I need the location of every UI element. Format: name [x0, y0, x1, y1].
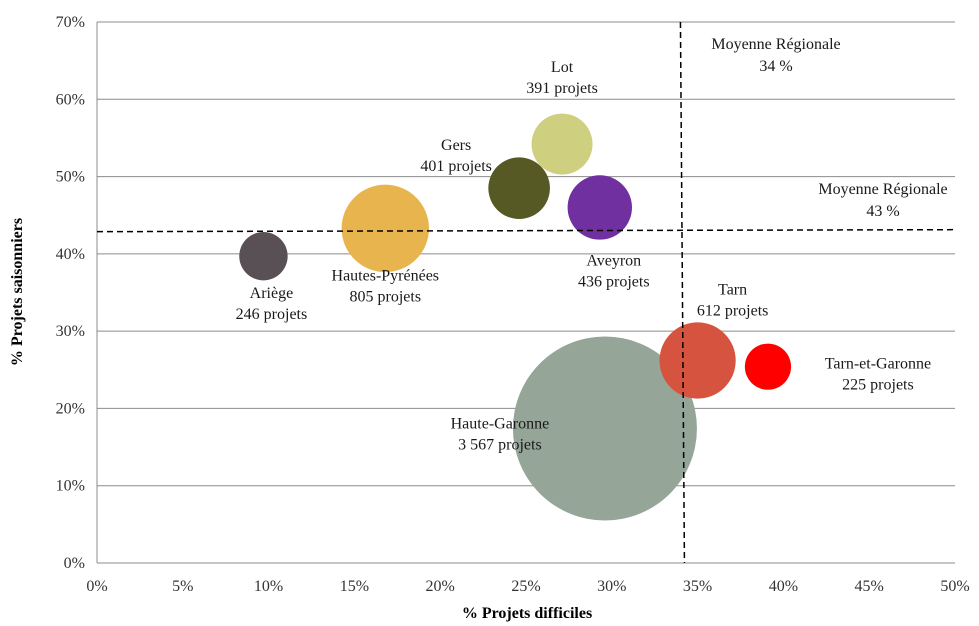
- y-tick-label: 30%: [56, 323, 85, 340]
- bubble-lot: [531, 113, 593, 175]
- average-y-value: 43 %: [866, 203, 899, 220]
- bubble-name-label: Tarn: [718, 282, 747, 299]
- bubble-size-label: 401 projets: [420, 158, 492, 175]
- x-tick-label: 15%: [340, 578, 369, 595]
- x-tick-label: 35%: [683, 578, 712, 595]
- bubble-tarn: [659, 322, 736, 399]
- average-x-label: Moyenne Régionale: [711, 36, 840, 53]
- bubble-size-label: 805 projets: [350, 288, 422, 305]
- x-tick-label: 25%: [511, 578, 540, 595]
- bubble-size-label: 246 projets: [236, 306, 308, 323]
- bubble-name-label: Aveyron: [586, 252, 641, 269]
- x-tick-label: 45%: [855, 578, 884, 595]
- x-tick-label: 20%: [426, 578, 455, 595]
- bubble-ariege: [239, 231, 288, 281]
- bubble-name-label: Lot: [551, 59, 574, 76]
- average-y-label: Moyenne Régionale: [818, 181, 947, 198]
- y-axis-title: % Projets saisonniers: [9, 218, 26, 366]
- bubble-name-label: Tarn-et-Garonne: [825, 356, 931, 373]
- bubble-name-label: Gers: [441, 137, 471, 154]
- x-tick-label: 50%: [940, 578, 969, 595]
- x-tick-label: 5%: [172, 578, 193, 595]
- x-tick-label: 0%: [86, 578, 107, 595]
- average-line-y: [96, 228, 956, 233]
- y-tick-label: 10%: [56, 478, 85, 495]
- y-tick-label: 70%: [56, 14, 85, 31]
- bubble-hautes-pyrenees: [341, 184, 429, 273]
- bubble-size-label: 225 projets: [842, 377, 914, 394]
- bubble-size-label: 612 projets: [697, 303, 769, 320]
- x-axis-title: % Projets difficiles: [462, 605, 592, 622]
- bubble-gers: [488, 157, 550, 219]
- average-line-x: [679, 21, 686, 564]
- bubble-size-label: 3 567 projets: [458, 437, 542, 454]
- average-x-value: 34 %: [759, 58, 792, 75]
- y-tick-label: 50%: [56, 169, 85, 186]
- bubble-size-label: 436 projets: [578, 273, 650, 290]
- x-tick-label: 10%: [254, 578, 283, 595]
- bubble-name-label: Haute-Garonne: [451, 416, 550, 433]
- bubble-aveyron: [567, 175, 632, 240]
- y-tick-label: 0%: [64, 555, 85, 572]
- y-tick-label: 20%: [56, 400, 85, 417]
- bubble-name-label: Ariège: [250, 285, 294, 302]
- bubble-tarn-et-garonne: [744, 343, 792, 390]
- bubble-size-label: 391 projets: [526, 80, 598, 97]
- bubble-name-label: Hautes-Pyrénées: [332, 267, 440, 284]
- y-tick-label: 60%: [56, 91, 85, 108]
- bubble-haute-garonne: [512, 336, 697, 521]
- x-tick-label: 30%: [597, 578, 626, 595]
- y-tick-label: 40%: [56, 246, 85, 263]
- x-tick-label: 40%: [769, 578, 798, 595]
